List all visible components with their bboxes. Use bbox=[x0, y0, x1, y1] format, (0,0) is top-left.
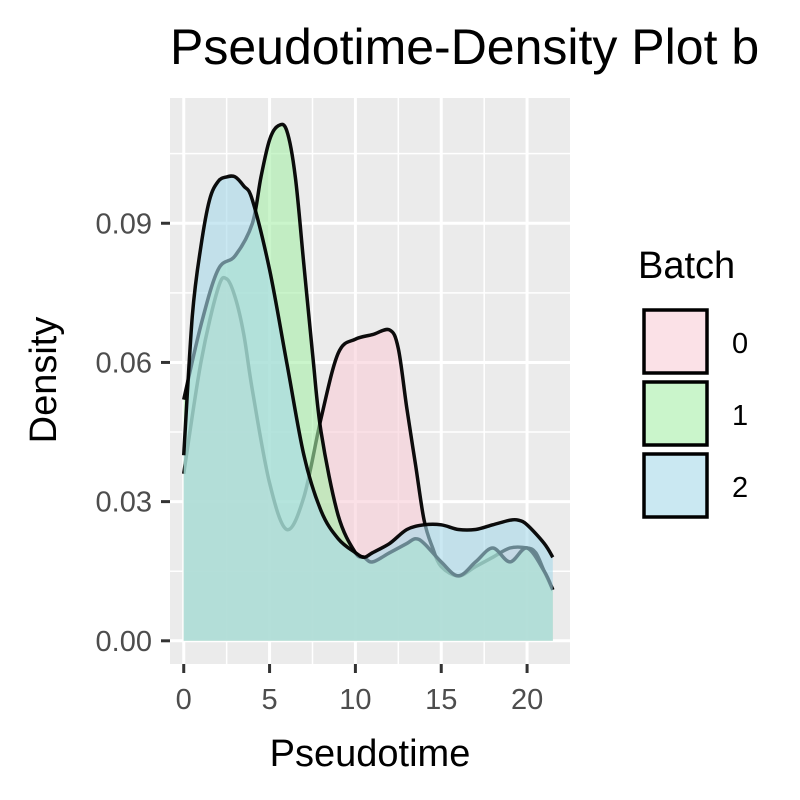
legend-title: Batch bbox=[638, 245, 735, 287]
legend-label-batch-2: 2 bbox=[732, 472, 748, 504]
density-curve-batch-2 bbox=[181, 174, 555, 560]
x-tick-label: 0 bbox=[176, 684, 192, 716]
y-tick-label: 0.03 bbox=[96, 487, 152, 519]
x-axis-title: Pseudotime bbox=[270, 733, 471, 775]
legend: Batch 0 1 2 bbox=[638, 245, 748, 519]
legend-label-batch-1: 1 bbox=[732, 400, 748, 432]
x-tick-label: 5 bbox=[262, 684, 278, 716]
y-tick-label: 0.06 bbox=[96, 347, 152, 379]
chart-title: Pseudotime-Density Plot b bbox=[170, 19, 759, 75]
x-tick-label: 10 bbox=[339, 684, 371, 716]
legend-key-batch-2 bbox=[642, 452, 709, 519]
legend-key-batch-1 bbox=[642, 380, 709, 447]
y-axis-title: Density bbox=[23, 317, 65, 444]
density-series bbox=[181, 122, 555, 641]
density-area-batch-2 bbox=[183, 175, 553, 641]
y-tick-label: 0.00 bbox=[96, 626, 152, 658]
legend-key-batch-0 bbox=[642, 308, 709, 375]
legend-label-batch-0: 0 bbox=[732, 328, 748, 360]
axes: 0 5 10 15 20 0.00 0.03 0.06 0.09 bbox=[96, 208, 544, 716]
y-tick-label: 0.09 bbox=[96, 208, 152, 240]
x-tick-label: 15 bbox=[425, 684, 457, 716]
x-tick-label: 20 bbox=[511, 684, 543, 716]
